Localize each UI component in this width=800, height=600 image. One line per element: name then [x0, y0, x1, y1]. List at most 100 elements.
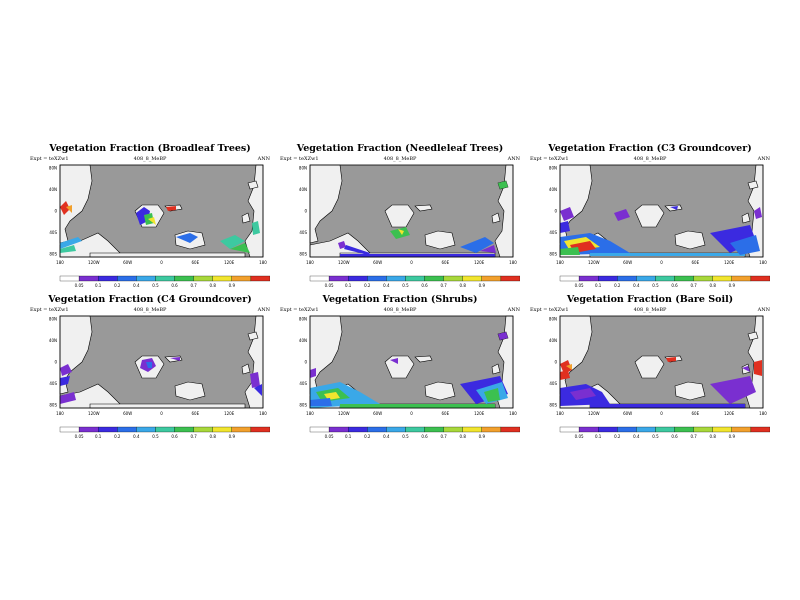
lat-tick-label: 80N [299, 317, 307, 322]
lon-tick-label: 60W [373, 411, 382, 416]
vegetation-patch [390, 358, 398, 364]
vegetation-patch [60, 364, 72, 376]
panel-subtitle: 408_8_MeBP [383, 307, 417, 313]
colorbar-swatch [59, 275, 80, 282]
colorbar-swatch [598, 275, 618, 282]
colorbar-tick-label: 0.8 [460, 434, 467, 439]
map-plot-area [59, 315, 264, 409]
colorbar-swatch [693, 275, 713, 282]
land-island1 [414, 204, 433, 212]
lat-tick-label: 40N [49, 187, 57, 192]
vegetation-patch [670, 206, 678, 210]
colorbar-swatch [193, 426, 213, 433]
colorbar-tick-label: 0.7 [440, 434, 447, 439]
lat-tick-label: 80N [49, 166, 57, 171]
panel-bare-soil: Vegetation Fraction (Bare Soil) Expt = t… [530, 294, 770, 444]
colorbar-tick-label: 0.05 [75, 283, 84, 288]
land-layer [309, 164, 514, 258]
expt-label: Expt = teXZw1 [280, 307, 319, 313]
vegetation-patch [220, 235, 245, 249]
lon-tick-label: 60E [192, 411, 200, 416]
colorbar-tick-label: 0.9 [729, 434, 736, 439]
colorbar-swatch [655, 426, 675, 433]
season-label: ANN [257, 307, 270, 313]
map-plot-area [309, 164, 514, 258]
land-aust [424, 381, 456, 401]
season-label: ANN [507, 307, 520, 313]
land-aust [674, 230, 706, 250]
lat-tick-label: 80S [549, 252, 557, 257]
lat-tick-label: 40S [299, 230, 307, 235]
vegetation-patch [170, 357, 180, 361]
land-topRight [247, 180, 259, 190]
vegetation-patch [614, 209, 630, 221]
lon-tick-label: 120E [724, 411, 735, 416]
lon-tick-label: 60W [123, 260, 132, 265]
land-island2 [491, 212, 501, 224]
colorbar-tick-label: 0.7 [690, 434, 697, 439]
vegetation-patch [148, 217, 156, 225]
vegetation-patch [570, 388, 596, 400]
panel-subtitle: 408_8_MeBP [133, 156, 167, 162]
colorbar-swatch [559, 426, 580, 433]
panel-title: Vegetation Fraction (Bare Soil) [566, 294, 734, 305]
lon-tick-label: 0 [660, 411, 663, 416]
colorbar-swatch [386, 275, 406, 282]
colorbar-tick-label: 0.8 [210, 434, 217, 439]
colorbar-tick-label: 0.5 [652, 283, 659, 288]
colorbar-tick-label: 0.6 [171, 434, 178, 439]
colorbar-tick-label: 0.1 [595, 434, 602, 439]
colorbar-swatch [155, 426, 175, 433]
map-frame [309, 164, 514, 258]
map-frame [59, 315, 264, 409]
panel-title: Vegetation Fraction (C3 Groundcover) [548, 143, 752, 154]
season-label: ANN [757, 307, 770, 313]
vegetation-patch [498, 332, 508, 340]
vegetation-patch [340, 404, 495, 408]
panel-title: Vegetation Fraction (C4 Groundcover) [48, 294, 252, 305]
colorbar-tick-label: 0.8 [710, 283, 717, 288]
colorbar-tick-label: 0.4 [133, 283, 140, 288]
lon-tick-label: 180 [556, 411, 564, 416]
vegetation-patch [730, 235, 760, 255]
colorbar-shrubs: 0.05 0.1 0.2 0.4 0.5 0.6 0.7 0.8 0.9 [309, 426, 520, 439]
lat-tick-label: 40N [299, 338, 307, 343]
lon-tick-label: 180 [509, 411, 517, 416]
colorbar-swatch [136, 426, 156, 433]
colorbar-swatch [250, 426, 270, 433]
colorbar-tick-label: 0.1 [595, 283, 602, 288]
lat-tick-label: 0 [554, 209, 557, 214]
vegetation-patch [590, 253, 745, 256]
lon-tick-label: 120W [88, 411, 100, 416]
map-plot-area [559, 315, 764, 409]
lat-tick-label: 80N [49, 317, 57, 322]
land-west [309, 164, 343, 244]
colorbar-swatch [348, 275, 368, 282]
colorbar-swatch [500, 426, 520, 433]
lat-tick-label: 0 [54, 209, 57, 214]
colorbar-swatch [636, 275, 656, 282]
lon-tick-label: 60E [692, 411, 700, 416]
land-island2 [241, 363, 251, 375]
colorbar-tick-label: 0.2 [114, 434, 121, 439]
colorbar-swatch [443, 275, 463, 282]
lon-tick-label: 120W [338, 260, 350, 265]
vegetation-patch [498, 181, 508, 189]
lon-tick-label: 180 [306, 411, 314, 416]
colorbar-tick-label: 0.1 [345, 283, 352, 288]
panel-subtitle: 408_8_MeBP [633, 156, 667, 162]
colorbar-tick-label: 0.2 [614, 283, 621, 288]
lon-tick-label: 60E [442, 411, 450, 416]
colorbar-swatch [212, 426, 232, 433]
colorbar-tick-label: 0.7 [440, 283, 447, 288]
vegetation-patch [60, 376, 70, 386]
map-c3-groundcover: 80N 40N 0 40S 80S 180 120W 60W 0 60E 120E 180 [549, 164, 767, 265]
vegetation-patch [480, 245, 496, 253]
colorbar-tick-label: 0.2 [114, 283, 121, 288]
expt-label: Expt = teXZw1 [30, 156, 69, 162]
panel-title: Vegetation Fraction (Shrubs) [322, 294, 478, 305]
panel-title: Vegetation Fraction (Needleleaf Trees) [296, 143, 504, 154]
colorbar-swatch [500, 275, 520, 282]
colorbar-swatch [462, 426, 482, 433]
vegetation-patch [250, 372, 260, 388]
